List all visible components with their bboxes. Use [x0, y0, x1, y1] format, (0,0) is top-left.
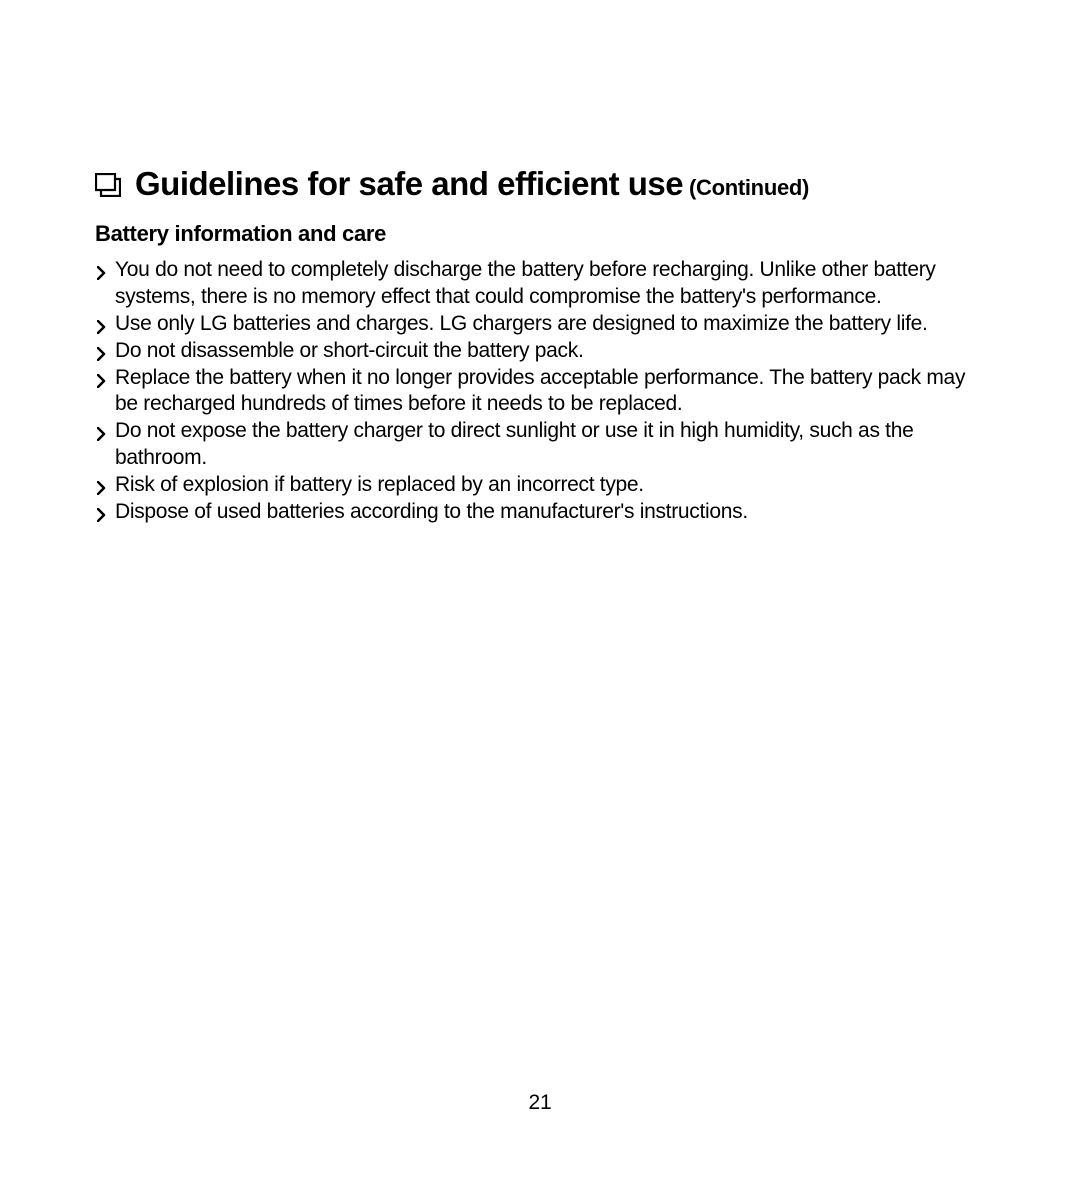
chevron-right-icon	[97, 261, 107, 275]
square-bullet-icon	[95, 173, 121, 197]
page-number: 21	[0, 1091, 1080, 1115]
list-item: Do not expose the battery charger to dir…	[95, 418, 985, 472]
page-title-suffix: (Continued)	[683, 175, 809, 200]
page-title: Guidelines for safe and efficient use (C…	[135, 165, 809, 203]
list-item: Use only LG batteries and charges. LG ch…	[95, 311, 985, 338]
list-item: Dispose of used batteries according to t…	[95, 499, 985, 526]
list-item-text: Do not expose the battery charger to dir…	[115, 419, 913, 469]
list-item: Replace the battery when it no longer pr…	[95, 365, 985, 419]
section-subheading: Battery information and care	[95, 221, 985, 247]
chevron-right-icon	[97, 476, 107, 490]
list-item-text: Replace the battery when it no longer pr…	[115, 366, 965, 416]
list-item-text: Dispose of used batteries according to t…	[115, 500, 748, 523]
list-item-text: Risk of explosion if battery is replaced…	[115, 473, 644, 496]
list-item: Do not disassemble or short-circuit the …	[95, 338, 985, 365]
chevron-right-icon	[97, 315, 107, 329]
page-heading-row: Guidelines for safe and efficient use (C…	[95, 165, 985, 203]
chevron-right-icon	[97, 342, 107, 356]
list-item: You do not need to completely discharge …	[95, 257, 985, 311]
list-item-text: You do not need to completely discharge …	[115, 258, 936, 308]
bullet-list: You do not need to completely discharge …	[95, 257, 985, 526]
list-item-text: Do not disassemble or short-circuit the …	[115, 339, 583, 362]
chevron-right-icon	[97, 503, 107, 517]
page-title-main: Guidelines for safe and efficient use	[135, 165, 683, 202]
list-item: Risk of explosion if battery is replaced…	[95, 472, 985, 499]
chevron-right-icon	[97, 369, 107, 383]
chevron-right-icon	[97, 422, 107, 436]
list-item-text: Use only LG batteries and charges. LG ch…	[115, 312, 928, 335]
